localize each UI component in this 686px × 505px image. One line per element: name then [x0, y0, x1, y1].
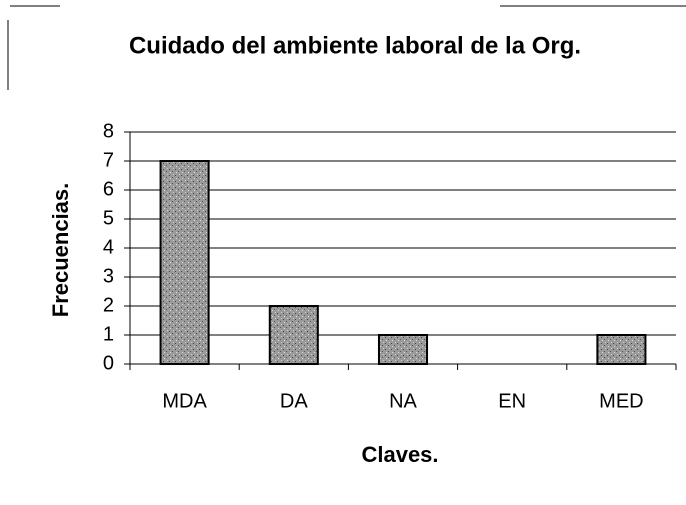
- x-tick-label: MED: [599, 390, 643, 412]
- y-tick-label: 4: [103, 236, 114, 258]
- y-tick-label: 0: [103, 352, 114, 374]
- y-axis-label: Frecuencias.: [48, 183, 73, 318]
- x-tick-label: DA: [280, 390, 308, 412]
- x-tick-label: MDA: [162, 390, 207, 412]
- chart-title: Cuidado del ambiente laboral de la Org.: [129, 32, 581, 59]
- y-tick-label: 1: [103, 323, 114, 345]
- y-tick-label: 2: [103, 294, 114, 316]
- x-tick-label: EN: [498, 390, 526, 412]
- x-tick-label: NA: [389, 390, 417, 412]
- bar: [377, 334, 429, 365]
- x-axis-label: Claves.: [361, 442, 438, 467]
- y-tick-label: 5: [103, 207, 114, 229]
- y-tick-label: 8: [103, 120, 114, 142]
- y-tick-label: 7: [103, 149, 114, 171]
- bar: [268, 305, 319, 365]
- y-tick-label: 3: [103, 265, 114, 287]
- bar: [596, 334, 647, 365]
- bar: [159, 160, 210, 365]
- y-tick-label: 6: [103, 178, 114, 200]
